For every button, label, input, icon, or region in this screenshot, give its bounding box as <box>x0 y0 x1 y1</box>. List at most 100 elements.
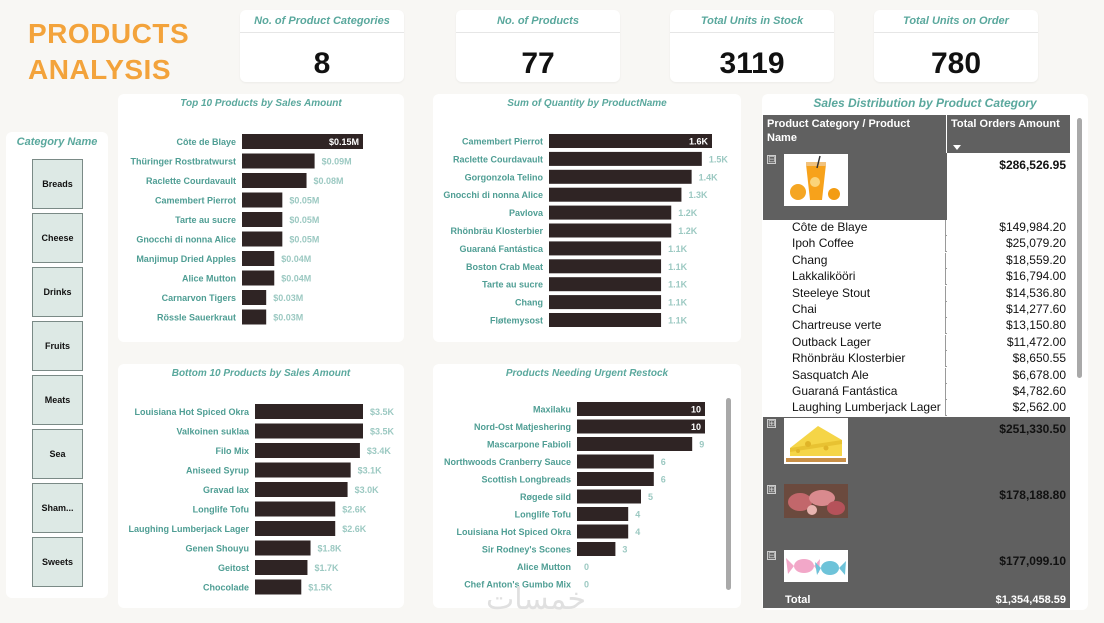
category-row: ⊞ $251,330.50 <box>763 417 1070 483</box>
bar[interactable] <box>255 404 363 419</box>
data-label: $0.04M <box>281 274 311 284</box>
bar[interactable] <box>577 524 629 539</box>
slicer-item-fruits[interactable]: Fruits <box>32 321 83 371</box>
data-label: $0.03M <box>273 313 303 323</box>
column-header-total[interactable]: Total Orders Amount <box>947 115 1070 153</box>
category-label: Geitost <box>218 563 249 573</box>
bar[interactable] <box>549 259 662 274</box>
bar[interactable] <box>549 187 682 202</box>
slicer-item-sweets[interactable]: Sweets <box>32 537 83 587</box>
category-label: Maxilaku <box>533 405 571 415</box>
bar[interactable] <box>577 542 616 556</box>
expand-icon[interactable]: ⊞ <box>767 418 776 428</box>
bar[interactable] <box>549 134 712 148</box>
bar[interactable] <box>549 223 672 238</box>
kpi-card-products: No. of Products 77 <box>456 10 620 82</box>
table-row: Côte de Blaye $149,984.20 <box>763 220 1070 236</box>
category-label: Camembert Pierrot <box>155 196 236 206</box>
bar[interactable] <box>255 501 336 517</box>
column-header-category[interactable]: Product Category / Product Name <box>763 115 946 153</box>
data-label: $2.6K <box>342 524 367 534</box>
table-row: Laughing Lumberjack Lager $2,562.00 <box>763 400 1070 417</box>
category-label: Northwoods Cranberry Sauce <box>444 457 571 467</box>
bar[interactable] <box>242 309 267 325</box>
bar[interactable] <box>255 443 360 458</box>
kpi-label: Total Units in Stock <box>700 15 804 27</box>
bar[interactable] <box>577 507 629 521</box>
expand-icon[interactable]: ⊞ <box>767 484 776 494</box>
slicer-item-sham[interactable]: Sham... <box>32 483 83 533</box>
slicer-item-drinks[interactable]: Drinks <box>32 267 83 317</box>
slicer-item-sea[interactable]: Sea <box>32 429 83 479</box>
data-label: 10 <box>691 422 701 432</box>
bar[interactable] <box>577 489 641 504</box>
bar[interactable] <box>242 290 267 305</box>
category-label: Aniseed Syrup <box>186 466 250 476</box>
collapse-icon[interactable]: ⊟ <box>767 550 776 560</box>
page-title: PRODUCTS ANALYSIS <box>28 16 189 88</box>
kpi-card-units-in-stock: Total Units in Stock 3119 <box>670 10 834 82</box>
bar[interactable] <box>255 521 336 536</box>
category-label: Louisiana Hot Spiced Okra <box>134 407 250 417</box>
bar[interactable] <box>242 153 315 169</box>
kpi-divider <box>874 32 1038 33</box>
product-name: Rhönbräu Klosterbier <box>763 351 946 368</box>
bar[interactable] <box>242 212 283 227</box>
bar[interactable] <box>549 241 662 256</box>
bar[interactable] <box>577 454 654 469</box>
product-amount: $6,678.00 <box>947 367 1070 384</box>
product-name: Steeleye Stout <box>763 285 946 302</box>
table-row: Sasquatch Ale $6,678.00 <box>763 367 1070 384</box>
bar[interactable] <box>577 402 705 416</box>
product-name: Chang <box>763 252 946 269</box>
bar[interactable] <box>255 482 348 497</box>
product-name: Chai <box>763 302 946 318</box>
grand-total-label: Total <box>785 594 811 606</box>
bar[interactable] <box>255 579 302 595</box>
bar[interactable] <box>577 472 654 486</box>
category-label: Gnocchi di nonna Alice <box>136 235 236 245</box>
bar[interactable] <box>577 437 693 451</box>
sort-desc-icon[interactable] <box>953 145 961 150</box>
bar[interactable] <box>549 205 672 220</box>
kpi-value: 77 <box>521 47 555 80</box>
restock-scrollbar[interactable] <box>726 398 731 590</box>
slicer-item-breads[interactable]: Breads <box>32 159 83 209</box>
bar[interactable] <box>549 277 662 292</box>
category-label: Thüringer Rostbratwurst <box>130 157 236 167</box>
restock-chart: Maxilaku 10 Nord-Ost Matjeshering 10 Mascarp… <box>444 402 705 590</box>
data-label: $3.1K <box>358 466 383 476</box>
slicer-item-cheese[interactable]: Cheese <box>32 213 83 263</box>
matrix-scrollbar[interactable] <box>1075 118 1083 606</box>
bar[interactable] <box>577 419 705 434</box>
data-label: 0 <box>584 562 589 572</box>
product-amount: $14,536.80 <box>947 285 1070 302</box>
bar[interactable] <box>255 423 363 439</box>
category-label: Chef Anton's Gumbo Mix <box>464 580 571 590</box>
bar[interactable] <box>549 151 702 166</box>
bar[interactable] <box>255 560 308 575</box>
category-label: Camembert Pierrot <box>462 137 543 147</box>
data-label: 0 <box>584 580 589 590</box>
category-row: ⊟ $177,099.10 <box>763 549 1070 593</box>
bar[interactable] <box>549 295 662 310</box>
bar[interactable] <box>242 173 307 188</box>
bar[interactable] <box>242 251 275 266</box>
product-name: Laughing Lumberjack Lager <box>763 400 946 417</box>
bar[interactable] <box>549 169 692 184</box>
bar[interactable] <box>255 540 311 556</box>
bar[interactable] <box>549 313 662 327</box>
collapse-icon[interactable]: ⊟ <box>767 154 776 164</box>
bar[interactable] <box>255 462 351 478</box>
bar[interactable] <box>242 231 283 247</box>
data-label: 1.1K <box>668 262 688 272</box>
category-row: ⊞ $178,188.80 <box>763 483 1070 549</box>
slicer-item-meats[interactable]: Meats <box>32 375 83 425</box>
category-label: Tarte au sucre <box>482 280 543 290</box>
bar[interactable] <box>242 270 275 286</box>
matrix-scroll-thumb[interactable] <box>1077 118 1082 378</box>
product-name: Ipoh Coffee <box>763 236 946 253</box>
bar[interactable] <box>242 192 283 208</box>
bar[interactable] <box>242 134 363 149</box>
product-amount: $4,782.60 <box>947 384 1070 400</box>
